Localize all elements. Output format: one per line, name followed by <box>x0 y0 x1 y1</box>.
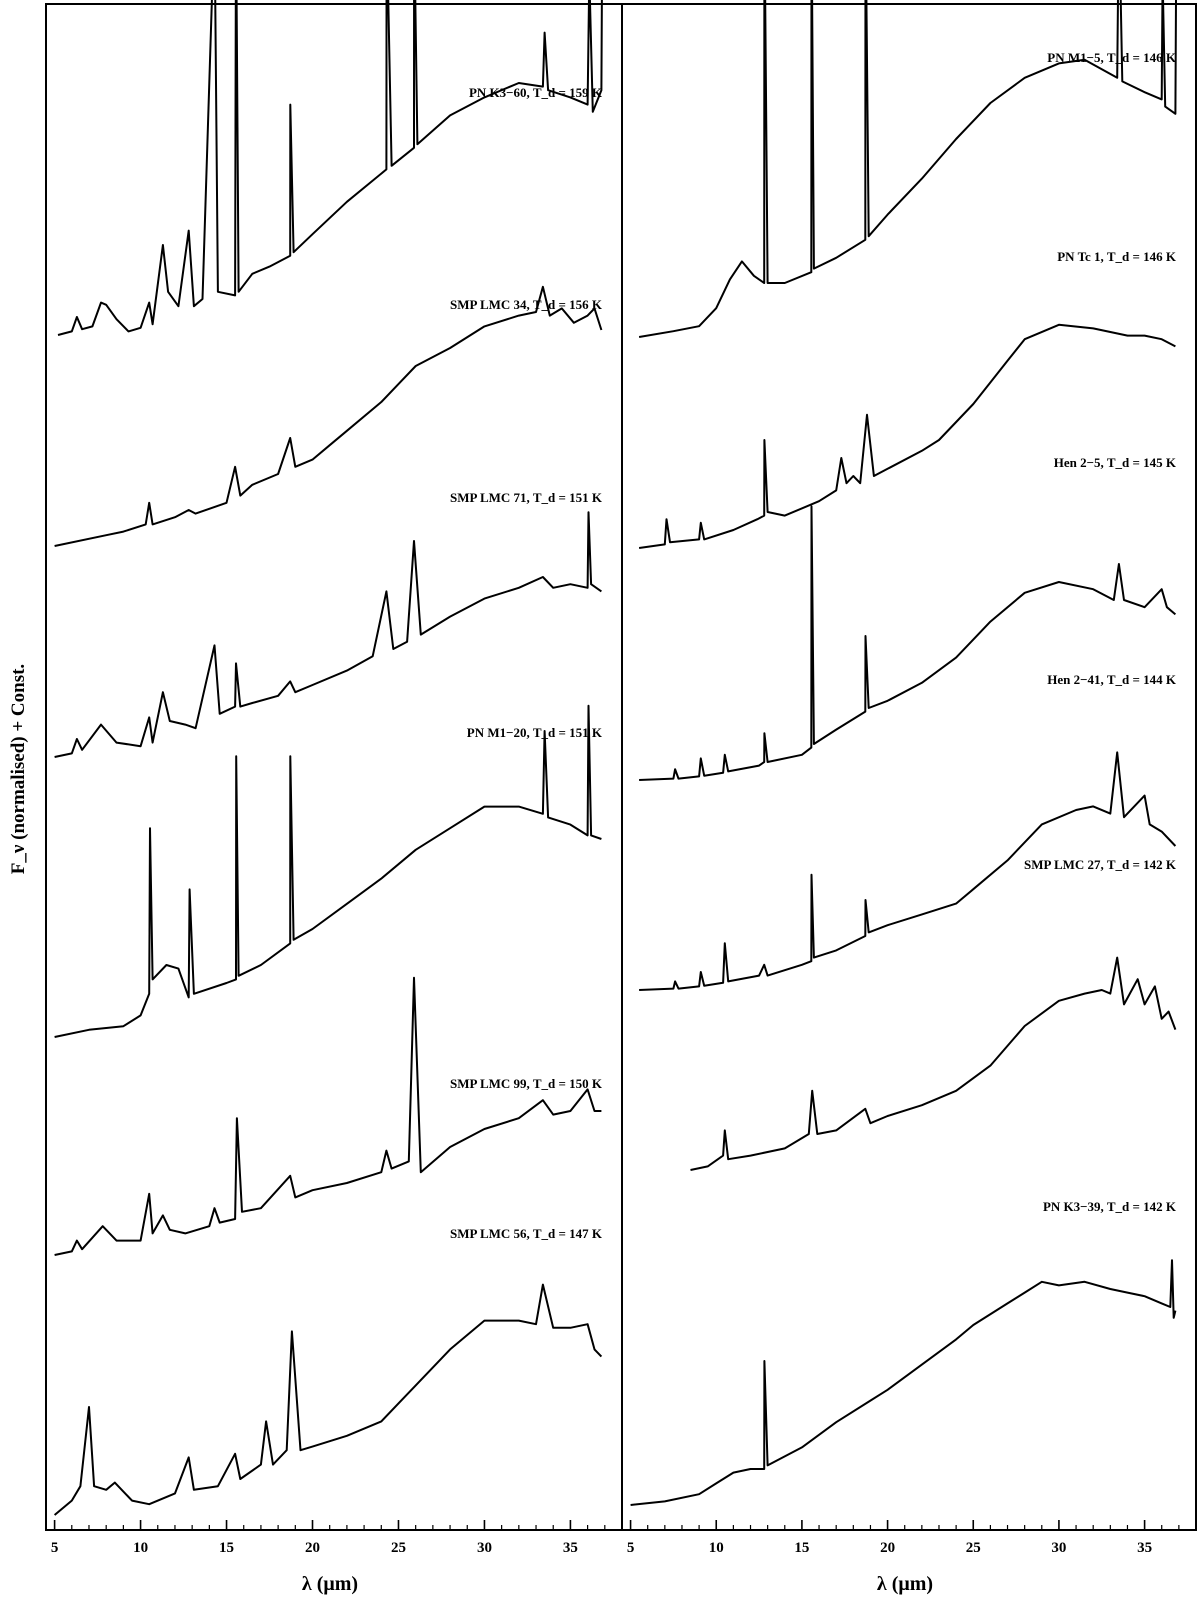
dust-temperature: T_d = 147 K <box>533 1226 603 1241</box>
series-label: PN M1−20, T_d = 151 K <box>467 725 603 740</box>
series-label: PN K3−39, T_d = 142 K <box>1043 1199 1177 1214</box>
series-label: SMP LMC 27, T_d = 142 K <box>1024 857 1177 872</box>
dust-temperature: T_d = 144 K <box>1107 672 1177 687</box>
series-name: SMP LMC 71, <box>450 490 533 505</box>
spectrum-line <box>54 511 602 758</box>
y-axis-label: F_ν (normalised) + Const. <box>8 664 29 874</box>
spectrum-line <box>639 505 1177 781</box>
x-tick-label: 35 <box>1137 1540 1152 1556</box>
dust-temperature: T_d = 142 K <box>1107 1199 1177 1214</box>
x-tick-label: 5 <box>51 1540 59 1556</box>
spectrum-line <box>54 976 602 1256</box>
left-panel-frame <box>45 3 623 1531</box>
right-panel-x-axis: 5 10 15 20 25 30 35 <box>627 1520 1197 1556</box>
x-tick-label: 35 <box>563 1540 578 1556</box>
spectrum-line <box>639 751 1177 991</box>
spectrum-line <box>638 323 1176 549</box>
x-tick-label: 25 <box>966 1540 981 1556</box>
x-tick-label: 25 <box>391 1540 406 1556</box>
series-label: PN K3−60, T_d = 159 K <box>469 85 603 100</box>
x-tick-label: 30 <box>1051 1540 1066 1556</box>
dust-temperature: T_d = 146 K <box>1107 50 1177 65</box>
spectrum-line <box>57 0 603 336</box>
dust-temperature: T_d = 145 K <box>1107 455 1177 470</box>
spectrum-line <box>630 1259 1177 1506</box>
series-name: SMP LMC 99, <box>450 1076 533 1091</box>
dust-temperature: T_d = 142 K <box>1107 857 1177 872</box>
x-tick-label: 15 <box>794 1540 809 1556</box>
spectrum-line <box>54 704 602 1038</box>
series-name: PN Tc 1, <box>1057 249 1107 264</box>
dust-temperature: T_d = 146 K <box>1107 249 1177 264</box>
right-panel-frame <box>621 3 1197 1531</box>
x-tick-label: 20 <box>305 1540 320 1556</box>
x-tick-label: 30 <box>477 1540 492 1556</box>
dust-temperature: T_d = 151 K <box>533 490 603 505</box>
series-label: PN M1−5, T_d = 146 K <box>1047 50 1177 65</box>
series-label: Hen 2−41, T_d = 144 K <box>1047 672 1177 687</box>
series-name: SMP LMC 34, <box>450 297 533 312</box>
x-tick-label: 10 <box>133 1540 148 1556</box>
spectrum-line <box>638 0 1177 338</box>
x-tick-label: 15 <box>219 1540 234 1556</box>
spectrum-line <box>54 285 603 547</box>
series-name: SMP LMC 56, <box>450 1226 533 1241</box>
series-label: SMP LMC 34, T_d = 156 K <box>450 297 603 312</box>
left-panel-x-axis: 5 10 15 20 25 30 35 <box>51 1520 623 1556</box>
spectrum-line <box>53 1283 603 1516</box>
x-tick-label: 5 <box>627 1540 635 1556</box>
series-name: PN K3−60, <box>469 85 533 100</box>
series-name: PN M1−20, <box>467 725 533 740</box>
dust-temperature: T_d = 151 K <box>533 725 603 740</box>
series-label: SMP LMC 99, T_d = 150 K <box>450 1076 603 1091</box>
series-label: SMP LMC 71, T_d = 151 K <box>450 490 603 505</box>
dust-temperature: T_d = 150 K <box>533 1076 603 1091</box>
x-tick-label: 20 <box>880 1540 895 1556</box>
series-name: PN M1−5, <box>1047 50 1107 65</box>
series-label: Hen 2−5, T_d = 145 K <box>1054 455 1177 470</box>
right-panel-series: PN M1−5, T_d = 146 KPN Tc 1, T_d = 146 K… <box>630 0 1177 1506</box>
series-name: SMP LMC 27, <box>1024 857 1107 872</box>
spectrum-line <box>690 956 1177 1171</box>
dust-temperature: T_d = 156 K <box>533 297 603 312</box>
left-panel-series: PN K3−60, T_d = 159 K SMP LMC 34, T_d = 1… <box>53 0 603 1516</box>
left-x-axis-label: λ (μm) <box>302 1573 358 1595</box>
dust-temperature: T_d = 159 K <box>533 85 603 100</box>
x-tick-label: 10 <box>709 1540 724 1556</box>
series-name: Hen 2−41, <box>1047 672 1107 687</box>
series-label: SMP LMC 56, T_d = 147 K <box>450 1226 603 1241</box>
right-x-axis-label: λ (μm) <box>877 1573 933 1595</box>
series-name: PN K3−39, <box>1043 1199 1107 1214</box>
series-label: PN Tc 1, T_d = 146 K <box>1057 249 1177 264</box>
series-name: Hen 2−5, <box>1054 455 1107 470</box>
